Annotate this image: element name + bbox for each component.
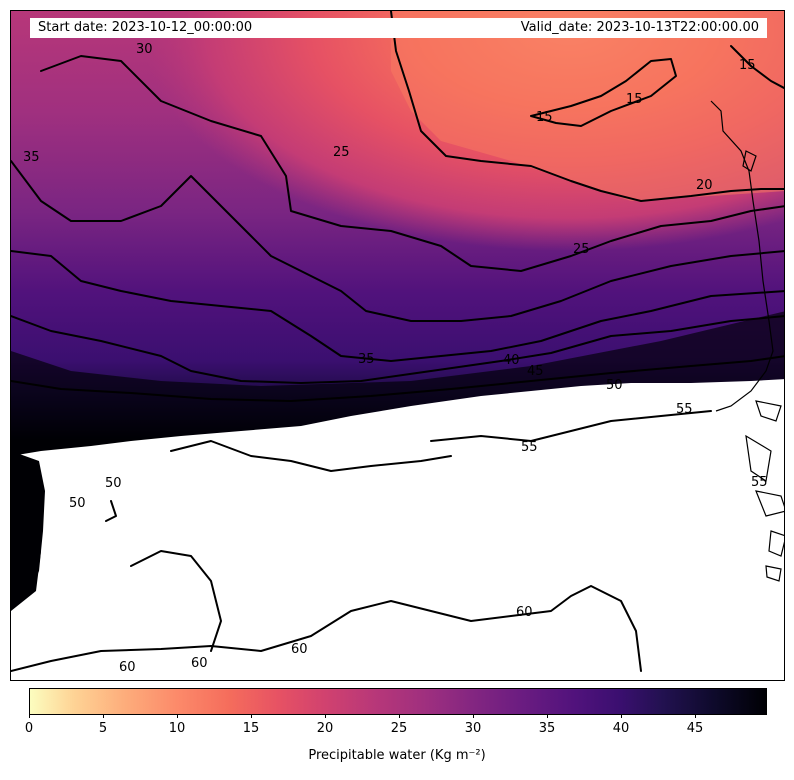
contour-label: 35 — [23, 150, 40, 165]
valid-date-text: Valid_date: 2023-10-13T22:00:00.00 — [520, 20, 759, 35]
coastline-islands — [742, 150, 784, 582]
colorbar-tick — [103, 714, 104, 718]
contour-40 — [11, 315, 784, 384]
colorbar-tick-label: 20 — [316, 721, 334, 736]
contour-label: 60 — [119, 660, 136, 675]
contour-55 — [430, 410, 712, 442]
contour-label: 40 — [503, 353, 520, 368]
contour-label: 50 — [606, 378, 623, 393]
colorbar-tick — [251, 714, 252, 718]
contour-label: 50 — [105, 476, 122, 491]
contour-label: 50 — [69, 496, 86, 511]
contour-label: 30 — [136, 42, 153, 57]
contour-label: 25 — [573, 242, 590, 257]
colorbar-tick — [621, 714, 622, 718]
contour-20 — [390, 11, 784, 202]
contour-45 — [11, 355, 784, 402]
contour-label: 55 — [751, 475, 768, 490]
colorbar-tick — [399, 714, 400, 718]
colorbar-tick — [695, 714, 696, 718]
contour-15b — [730, 45, 784, 90]
contour-label: 15 — [739, 58, 756, 73]
colorbar-tick-label: 25 — [390, 721, 408, 736]
contour-60a — [11, 585, 642, 672]
contour-30 — [11, 160, 784, 322]
colorbar-tick-label: 15 — [242, 721, 260, 736]
contour-60b — [130, 550, 222, 652]
colorbar-tick-label: 0 — [24, 721, 34, 736]
contour-label: 15 — [536, 110, 553, 125]
moist-band — [11, 311, 784, 461]
missing-data-mask — [11, 379, 784, 680]
colorbar-tick-label: 30 — [464, 721, 482, 736]
coastline — [710, 100, 774, 412]
colorbar-tick-label: 35 — [538, 721, 556, 736]
contour-15 — [530, 58, 677, 127]
dry-core — [391, 11, 784, 201]
colorbar-tick-label: 45 — [686, 721, 704, 736]
colorbar-label: Precipitable water (Kg m⁻²) — [308, 748, 486, 763]
colorbar-tick — [547, 714, 548, 718]
precipitable-water-map: 15 15 15 20 25 25 30 35 35 40 45 50 50 5… — [11, 11, 784, 680]
contour-label: 60 — [291, 642, 308, 657]
colorbar-tick — [29, 714, 30, 718]
contour-label: 35 — [358, 352, 375, 367]
map-panel: 15 15 15 20 25 25 30 35 35 40 45 50 50 5… — [10, 10, 785, 681]
contour-50 — [105, 500, 117, 522]
colorbar-ticks: 0 5 10 15 20 25 30 35 40 45 — [25, 714, 767, 738]
contour-label: 55 — [676, 402, 693, 417]
contour-label: 60 — [191, 656, 208, 671]
contour-60c — [170, 440, 452, 472]
contour-label: 45 — [527, 364, 544, 379]
colorbar-tick — [325, 714, 326, 718]
contour-label: 25 — [333, 145, 350, 160]
contour-35 — [11, 250, 784, 362]
contour-25 — [40, 55, 784, 272]
colorbar-tick — [177, 714, 178, 718]
colorbar-tick — [473, 714, 474, 718]
colorbar-gradient — [30, 689, 766, 714]
date-header: Start date: 2023-10-12_00:00:00 Valid_da… — [30, 18, 767, 38]
contour-label: 15 — [626, 92, 643, 107]
start-date-text: Start date: 2023-10-12_00:00:00 — [38, 20, 253, 35]
moist-tongue — [11, 451, 45, 585]
contour-label: 20 — [696, 178, 713, 193]
contour-label: 60 — [516, 605, 533, 620]
colorbar-tick-label: 40 — [612, 721, 630, 736]
colorbar — [29, 688, 767, 715]
colorbar-tick-label: 5 — [98, 721, 108, 736]
contour-label: 55 — [521, 440, 538, 455]
colorbar-tick-label: 10 — [168, 721, 186, 736]
